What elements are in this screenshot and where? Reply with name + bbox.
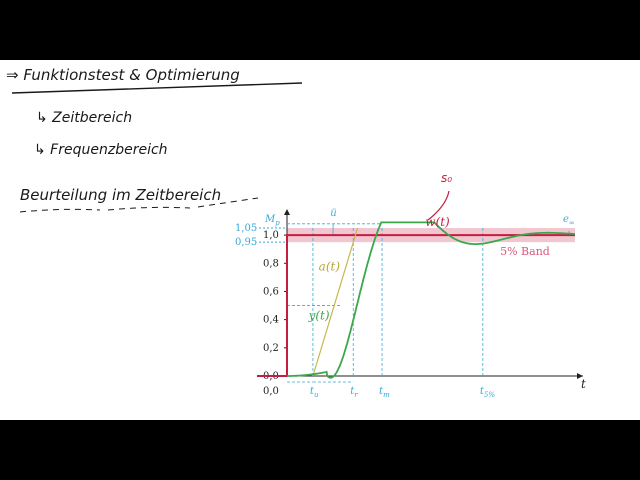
series-a-tangent: [312, 227, 359, 377]
series-y-response: [287, 221, 575, 379]
y-tick-label: 0,6: [263, 286, 279, 297]
note-underline-4: [19, 197, 259, 213]
label-y: y(t): [308, 309, 330, 323]
note-line-4: Beurteilung im Zeitbereich: [20, 186, 221, 204]
x-mark-label: tm: [379, 386, 390, 399]
step-response-chart: 0,00,20,40,60,81,01,050,95 tu tr tm t5%0,0 …: [235, 208, 586, 399]
red-annotation: s₀: [441, 171, 452, 185]
y-tick-label: 0,2: [263, 343, 279, 354]
x-marks: tu tr tm t5% 0,0: [263, 386, 495, 399]
whiteboard-canvas: ⇒ Funktionstest & Optimierung ↳ Zeitbere…: [6, 66, 586, 399]
note-line-2: ↳ Zeitbereich: [36, 110, 132, 126]
y-axis-arrow: [284, 209, 290, 215]
label-w: w(t): [425, 215, 450, 229]
e-inf-label: e∞: [563, 214, 575, 227]
origin-label: 0,0: [263, 386, 279, 397]
x-axis-label: t: [581, 377, 586, 391]
x-mark-label: t5%: [480, 386, 495, 399]
mp-label: Mp: [264, 214, 280, 227]
y-tick-label: 0,4: [263, 315, 279, 326]
x-mark-label: tr: [350, 386, 358, 399]
band-label: 5% Band: [500, 245, 550, 258]
y-band-tick-label: 0,95: [235, 237, 257, 248]
x-mark-label: tu: [310, 386, 319, 399]
note-line-1: ⇒ Funktionstest & Optimierung: [6, 66, 240, 84]
note-line-3: ↳ Frequenzbereich: [34, 142, 168, 158]
helper-lines: [287, 223, 570, 383]
x-axis-arrow: [577, 373, 583, 379]
red-annotation-stroke: [427, 190, 450, 221]
whiteboard-page: ⇒ Funktionstest & Optimierung ↳ Zeitbere…: [0, 60, 640, 420]
note-underline-1: [11, 82, 303, 94]
overshoot-label: ü: [330, 208, 336, 219]
y-ticks: 0,00,20,40,60,81,01,050,95: [235, 223, 287, 382]
series-w-step: [257, 234, 575, 377]
y-tick-label: 1,0: [263, 230, 279, 241]
y-band-tick-label: 1,05: [235, 223, 257, 234]
y-tick-label: 0,8: [263, 258, 279, 269]
label-a: a(t): [319, 259, 341, 273]
